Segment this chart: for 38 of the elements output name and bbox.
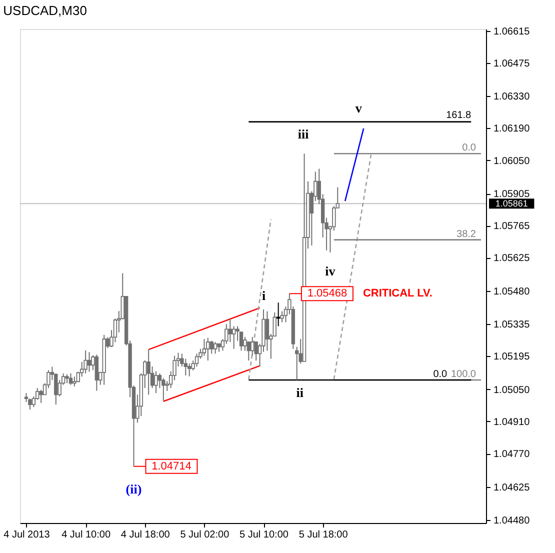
y-tick-label: 1.04480 <box>494 516 530 527</box>
annotation: i <box>262 288 266 303</box>
annotation: iv <box>325 263 336 278</box>
annotation: CRITICAL LV. <box>362 288 432 300</box>
y-tick-label: 1.05765 <box>494 221 530 232</box>
annotation: iii <box>298 126 310 142</box>
x-tick-label: 4 Jul 18:00 <box>120 530 170 540</box>
x-tick-label: 5 Jul 18:00 <box>298 530 348 540</box>
annotation: 161.8 <box>446 110 472 121</box>
y-tick-label: 1.06190 <box>494 124 530 135</box>
annotation: 0.0 <box>462 142 476 154</box>
x-tick-label: 5 Jul 02:00 <box>180 530 230 540</box>
y-tick-label: 1.05050 <box>494 384 530 396</box>
annotation: (ii) <box>126 481 142 496</box>
y-tick-label: 1.06615 <box>494 26 530 38</box>
x-tick-label: 4 Jul 10:00 <box>62 530 111 540</box>
chart-title: USDCAD,M30 <box>3 2 87 18</box>
annotation: 1.05468 <box>307 288 348 300</box>
y-tick-label: 1.04770 <box>494 449 530 460</box>
y-tick-label: 1.05905 <box>494 189 530 200</box>
annotation: 1.04714 <box>152 460 192 472</box>
x-tick-label: 4 Jul 2013 <box>4 530 50 540</box>
y-tick-label: 1.06330 <box>494 92 530 103</box>
y-tick-label: 1.05480 <box>494 286 530 298</box>
y-tick-label: 1.06475 <box>494 58 530 70</box>
annotation: v <box>355 100 362 116</box>
y-tick-label: 1.05335 <box>494 320 530 331</box>
annotation: 0.0 <box>433 369 448 380</box>
y-tick-label: 1.05195 <box>494 352 530 363</box>
y-tick-label: 1.06050 <box>494 156 530 167</box>
annotation: 38.2 <box>456 228 476 240</box>
y-tick-label: 1.04910 <box>494 416 530 428</box>
x-tick-label: 5 Jul 10:00 <box>240 530 289 540</box>
ref-line-label: 1.05861 <box>495 198 528 209</box>
y-tick-label: 1.05625 <box>494 253 530 264</box>
y-tick-label: 1.04625 <box>494 482 530 494</box>
annotation: ii <box>296 385 304 400</box>
annotation: 100.0 <box>450 369 476 380</box>
